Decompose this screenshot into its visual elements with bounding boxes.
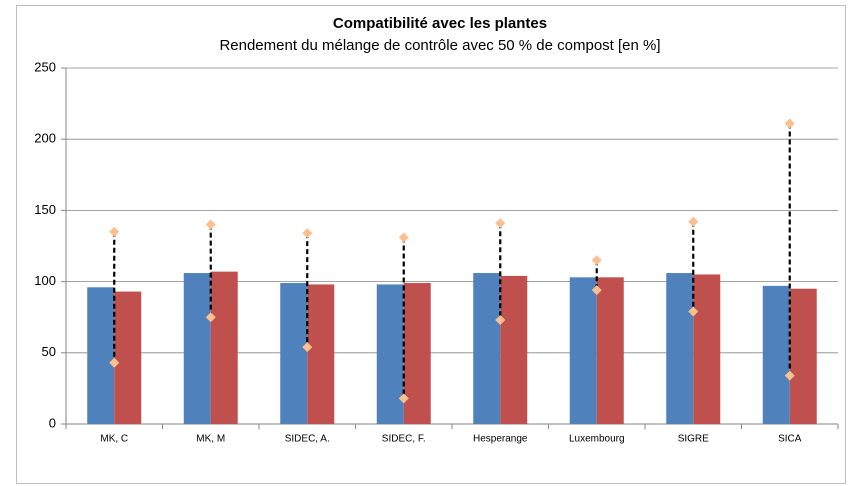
y-tick-label: 250 [34,59,56,74]
chart-subtitle: Rendement du mélange de contrôle avec 50… [219,37,660,54]
bar [569,277,597,424]
range-marker [784,370,795,381]
y-tick-label: 150 [34,202,56,217]
bar [693,274,721,424]
x-tick-label: SIDEC, F. [382,434,426,445]
bar [666,273,694,424]
y-tick-label: 100 [34,273,56,288]
bar [500,275,528,424]
bar [473,273,501,424]
bar [596,277,624,424]
x-tick-label: Luxembourg [569,434,625,445]
x-tick-label: SICA [778,434,802,445]
x-tick-label: SIDEC, A. [285,434,330,445]
y-tick-label: 50 [42,344,56,359]
range-marker [591,285,602,296]
bar [789,288,817,424]
bar [403,283,431,424]
range-marker [302,342,313,353]
bar [376,284,404,424]
range-marker [109,226,120,237]
range-marker [591,255,602,266]
range-marker [495,315,506,326]
range-marker [398,232,409,243]
range-marker [302,228,313,239]
range-marker [205,219,216,230]
range-marker [109,357,120,368]
range-marker [495,218,506,229]
x-tick-label: MK, C [100,434,128,445]
range-marker [398,393,409,404]
bar [87,287,115,424]
range-marker [688,216,699,227]
x-tick-label: MK, M [196,434,225,445]
y-tick-label: 0 [49,415,56,430]
bar [280,283,308,424]
bar [210,271,238,424]
x-tick-label: SIGRE [678,434,709,445]
bar [183,273,211,424]
bar [307,284,335,424]
range-marker [205,312,216,323]
chart-title: Compatibilité avec les plantes [333,15,547,32]
range-marker [688,306,699,317]
x-tick-label: Hesperange [473,434,528,445]
range-marker [784,118,795,129]
y-tick-label: 200 [34,131,56,146]
bar [762,285,790,424]
bar [114,291,142,424]
